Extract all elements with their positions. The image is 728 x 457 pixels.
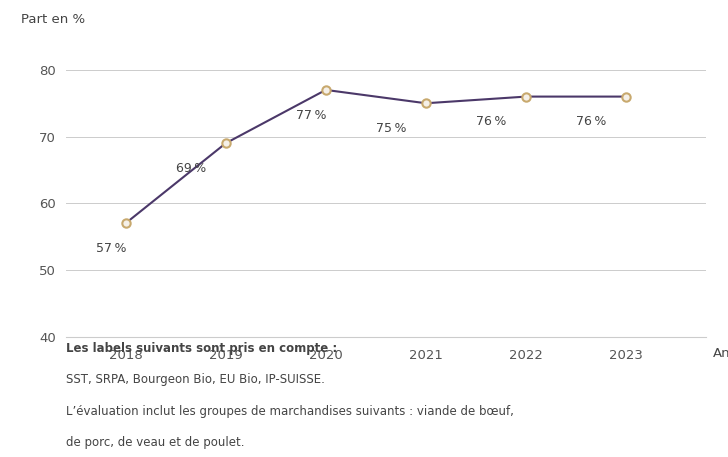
Text: de porc, de veau et de poulet.: de porc, de veau et de poulet.: [66, 436, 244, 449]
Text: SST, SRPA, Bourgeon Bio, EU Bio, IP-SUISSE.: SST, SRPA, Bourgeon Bio, EU Bio, IP-SUIS…: [66, 373, 325, 386]
Text: 77 %: 77 %: [296, 109, 326, 122]
Text: 57 %: 57 %: [95, 242, 126, 255]
Text: 76 %: 76 %: [476, 115, 506, 128]
Text: 75 %: 75 %: [376, 122, 406, 135]
Text: 76 %: 76 %: [576, 115, 606, 128]
Text: 69 %: 69 %: [175, 162, 206, 175]
Text: L’évaluation inclut les groupes de marchandises suivants : viande de bœuf,: L’évaluation inclut les groupes de march…: [66, 404, 513, 418]
Text: Part en %: Part en %: [20, 12, 84, 26]
Text: Année: Année: [713, 347, 728, 360]
Text: Les labels suivants sont pris en compte :: Les labels suivants sont pris en compte …: [66, 342, 337, 355]
